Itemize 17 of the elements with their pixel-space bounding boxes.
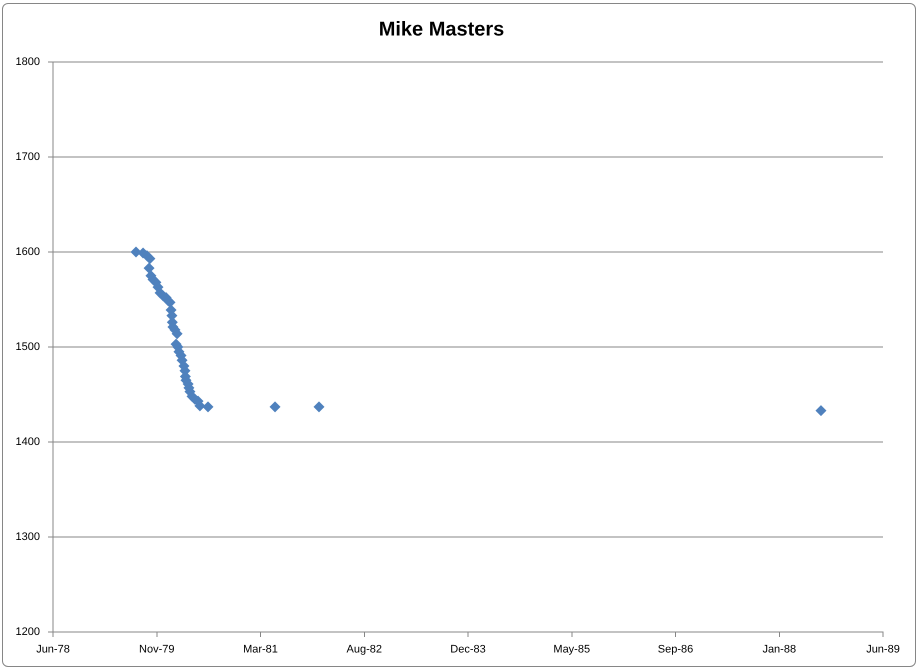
y-tick-label: 1600 — [16, 246, 40, 258]
y-tick-label: 1300 — [16, 531, 40, 544]
x-tick-label: Sep-86 — [658, 644, 694, 656]
x-tick-label: Mar-81 — [243, 644, 278, 656]
x-tick-label: Aug-82 — [346, 644, 382, 656]
x-tick-label: Dec-83 — [450, 644, 486, 656]
y-tick-label: 1200 — [16, 626, 40, 638]
x-tick-label: Jan-88 — [762, 644, 796, 656]
y-tick-label: 1800 — [16, 56, 40, 68]
y-tick-label: 1700 — [16, 151, 40, 164]
x-tick-label: May-85 — [553, 644, 590, 656]
chart-title: Mike Masters — [378, 18, 504, 41]
x-tick-label: Nov-79 — [139, 644, 174, 656]
y-tick-label: 1500 — [16, 341, 40, 354]
x-tick-label: Jun-78 — [36, 644, 70, 656]
y-tick-label: 1400 — [16, 436, 40, 448]
x-tick-label: Jun-89 — [866, 644, 900, 656]
